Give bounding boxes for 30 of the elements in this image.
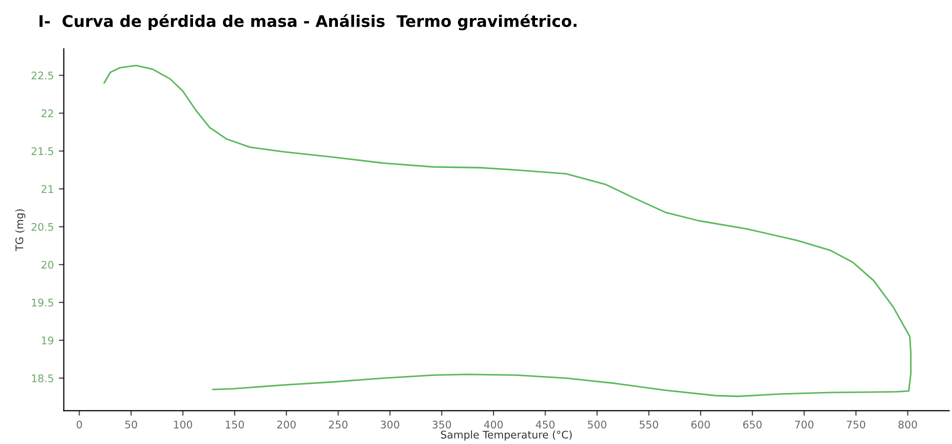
- y-axis-title: TG (mg): [15, 209, 26, 252]
- y-tick-label: 22: [42, 109, 54, 118]
- x-tick-label: 600: [691, 420, 710, 428]
- x-tick-label: 550: [640, 420, 658, 428]
- y-tick-label: 18.5: [32, 374, 54, 382]
- x-tick-label: 450: [536, 420, 555, 428]
- x-tick-label: 300: [380, 420, 400, 428]
- x-axis-title: Sample Temperature (°C): [441, 430, 572, 441]
- y-tick-label: 20.5: [32, 222, 54, 231]
- x-tick-label: 700: [795, 420, 814, 428]
- x-tick-label: 200: [277, 420, 296, 428]
- x-tick-label: 800: [898, 420, 917, 428]
- chart-title: I- Curva de pérdida de masa - Análisis Termo gravimétrico.: [40, 14, 576, 30]
- line-series: [103, 64, 912, 398]
- x-tick-label: 50: [125, 420, 138, 428]
- x-tick-label: 650: [743, 420, 762, 428]
- x-tick-label: 350: [432, 420, 451, 428]
- x-tick-label: 0: [76, 420, 82, 428]
- x-tick-label: 100: [174, 420, 192, 428]
- x-tick-label: 250: [329, 420, 348, 428]
- y-tick-label: 22.5: [32, 72, 54, 80]
- y-tick-label: 21.5: [32, 147, 54, 156]
- x-tick-label: 150: [226, 420, 244, 428]
- y-tick-label: 21: [42, 185, 54, 193]
- y-tick-label: 20: [42, 260, 54, 269]
- y-tick-label: 19: [42, 336, 54, 344]
- x-tick-label: 400: [484, 420, 503, 428]
- y-tick-label: 19.5: [32, 298, 54, 307]
- x-tick-label: 500: [588, 420, 606, 428]
- x-tick-label: 750: [846, 420, 866, 428]
